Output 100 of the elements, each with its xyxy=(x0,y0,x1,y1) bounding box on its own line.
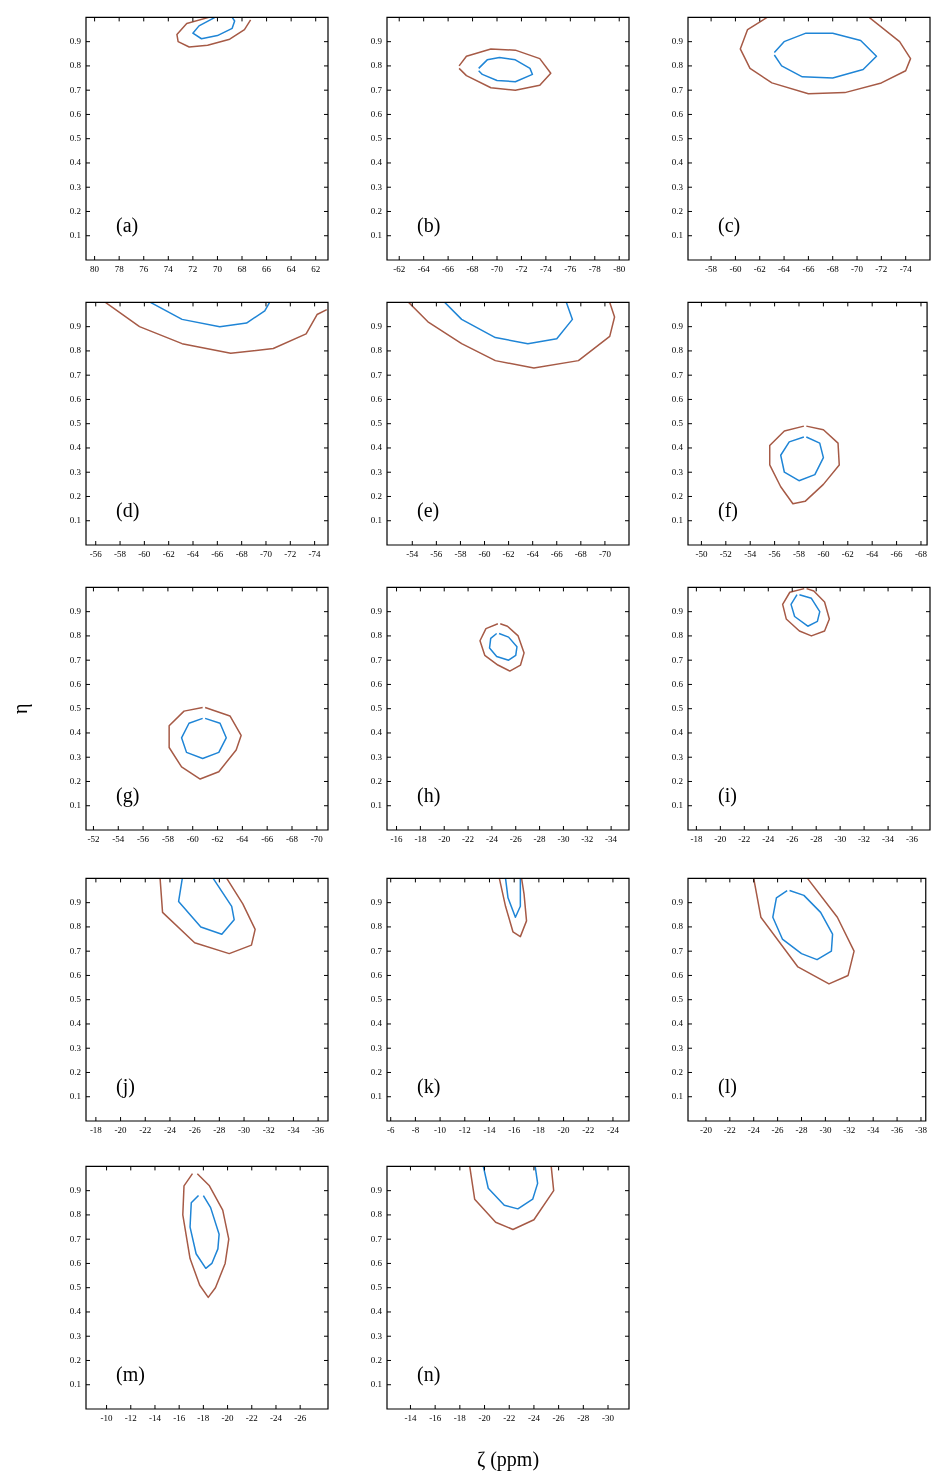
x-tick-label: -64 xyxy=(866,548,879,559)
y-tick-label: 0.7 xyxy=(370,84,383,95)
x-tick-label: -28 xyxy=(795,1124,808,1135)
y-tick-label: 0.4 xyxy=(69,1306,82,1317)
y-tick-label: 0.8 xyxy=(69,60,82,71)
y-tick-label: 0.4 xyxy=(370,1306,383,1317)
y-tick-label: 0.7 xyxy=(370,1233,383,1244)
x-tick-label: -62 xyxy=(393,263,406,274)
x-tick-label: -22 xyxy=(245,1412,258,1423)
x-tick-label: -68 xyxy=(826,263,840,274)
y-tick-label: 0.6 xyxy=(69,108,82,119)
x-tick-label: -20 xyxy=(438,833,451,844)
x-tick-label: -60 xyxy=(729,263,742,274)
y-tick-label: 0.6 xyxy=(69,678,82,689)
x-tick-label: -62 xyxy=(753,263,766,274)
x-tick-label: -24 xyxy=(747,1124,761,1135)
y-tick-label: 0.1 xyxy=(671,515,683,526)
x-tick-label: -36 xyxy=(312,1124,325,1135)
y-tick-label: 0.1 xyxy=(370,230,382,241)
y-tick-label: 0.1 xyxy=(671,800,683,811)
y-tick-label: 0.4 xyxy=(671,442,684,453)
y-tick-label: 0.7 xyxy=(370,369,383,380)
x-tick-label: -16 xyxy=(173,1412,186,1423)
x-tick-label: 64 xyxy=(286,263,297,274)
x-tick-label: -28 xyxy=(810,833,823,844)
x-tick-label: -66 xyxy=(261,833,274,844)
x-tick-label: -66 xyxy=(890,548,904,559)
annotation: (l) xyxy=(718,1075,737,1098)
x-tick-label: -56 xyxy=(89,548,103,559)
x-tick-label: -14 xyxy=(404,1412,417,1423)
x-tick-label: -18 xyxy=(89,1124,103,1135)
annotation: (h) xyxy=(417,784,441,807)
y-tick-label: 0.3 xyxy=(69,181,82,192)
x-tick-label: -66 xyxy=(442,263,455,274)
x-tick-label: -68 xyxy=(286,833,299,844)
x-tick-label: -62 xyxy=(841,548,854,559)
y-tick-label: 0.4 xyxy=(370,1018,383,1029)
y-tick-label: 0.3 xyxy=(370,751,383,762)
annotation: (n) xyxy=(417,1363,441,1386)
y-tick-label: 0.3 xyxy=(370,1042,383,1053)
y-tick-label: 0.5 xyxy=(370,418,383,429)
y-tick-label: 0.5 xyxy=(370,703,383,714)
x-tick-label: -36 xyxy=(891,1124,904,1135)
y-tick-label: 0.3 xyxy=(69,466,82,477)
y-tick-label: 0.3 xyxy=(370,466,383,477)
x-tick-label: -54 xyxy=(744,548,757,559)
x-tick-label: -32 xyxy=(581,833,594,844)
y-tick-label: 0.6 xyxy=(671,108,684,119)
x-tick-label: -56 xyxy=(137,833,150,844)
x-tick-label: -22 xyxy=(503,1412,516,1423)
y-tick-label: 0.4 xyxy=(671,727,684,738)
y-tick-label: 0.8 xyxy=(69,921,82,932)
y-tick-label: 0.1 xyxy=(69,1091,81,1102)
y-tick-label: 0.9 xyxy=(69,606,82,617)
x-tick-label: -74 xyxy=(308,548,322,559)
annotation: (e) xyxy=(417,499,440,522)
x-tick-label: -66 xyxy=(550,548,564,559)
x-tick-label: -68 xyxy=(466,263,480,274)
y-tick-label: 0.2 xyxy=(671,1066,683,1077)
y-tick-label: 0.1 xyxy=(370,1091,382,1102)
y-tick-label: 0.3 xyxy=(671,751,684,762)
x-tick-label: -60 xyxy=(478,548,492,559)
y-tick-label: 0.3 xyxy=(370,1330,383,1341)
y-tick-label: 0.4 xyxy=(69,1018,82,1029)
x-tick-label: 78 xyxy=(114,263,125,274)
x-axis-title: ζ (ppm) xyxy=(476,1448,540,1472)
x-tick-label: -24 xyxy=(163,1124,177,1135)
y-tick-label: 0.1 xyxy=(370,1379,382,1390)
x-tick-label: -80 xyxy=(613,263,626,274)
y-tick-label: 0.8 xyxy=(69,345,82,356)
x-tick-label: -22 xyxy=(139,1124,152,1135)
x-tick-label: -10 xyxy=(100,1412,114,1423)
x-tick-label: -34 xyxy=(882,833,895,844)
x-tick-label: -64 xyxy=(187,548,200,559)
x-tick-label: -30 xyxy=(602,1412,615,1423)
y-tick-label: 0.9 xyxy=(370,1185,383,1196)
y-tick-label: 0.5 xyxy=(69,703,82,714)
x-tick-label: -64 xyxy=(526,548,540,559)
x-tick-label: -22 xyxy=(582,1124,595,1135)
annotation: (g) xyxy=(116,784,140,807)
y-tick-label: 0.6 xyxy=(69,969,82,980)
x-tick-label: -28 xyxy=(533,833,547,844)
x-tick-label: -70 xyxy=(598,548,612,559)
y-tick-label: 0.1 xyxy=(69,1379,81,1390)
y-tick-label: 0.1 xyxy=(69,515,81,526)
y-tick-label: 0.6 xyxy=(671,969,684,980)
x-tick-label: -72 xyxy=(875,263,888,274)
x-tick-label: -76 xyxy=(564,263,577,274)
y-tick-label: 0.6 xyxy=(370,1257,383,1268)
x-tick-label: 74 xyxy=(163,263,174,274)
y-tick-label: 0.2 xyxy=(370,490,382,501)
y-tick-label: 0.3 xyxy=(671,181,684,192)
annotation: (k) xyxy=(417,1075,441,1098)
y-tick-label: 0.2 xyxy=(69,205,81,216)
y-tick-label: 0.2 xyxy=(69,490,81,501)
x-tick-label: -32 xyxy=(858,833,871,844)
y-tick-label: 0.4 xyxy=(370,157,383,168)
x-tick-label: -14 xyxy=(148,1412,162,1423)
y-tick-label: 0.7 xyxy=(69,945,82,956)
y-tick-label: 0.3 xyxy=(370,181,383,192)
